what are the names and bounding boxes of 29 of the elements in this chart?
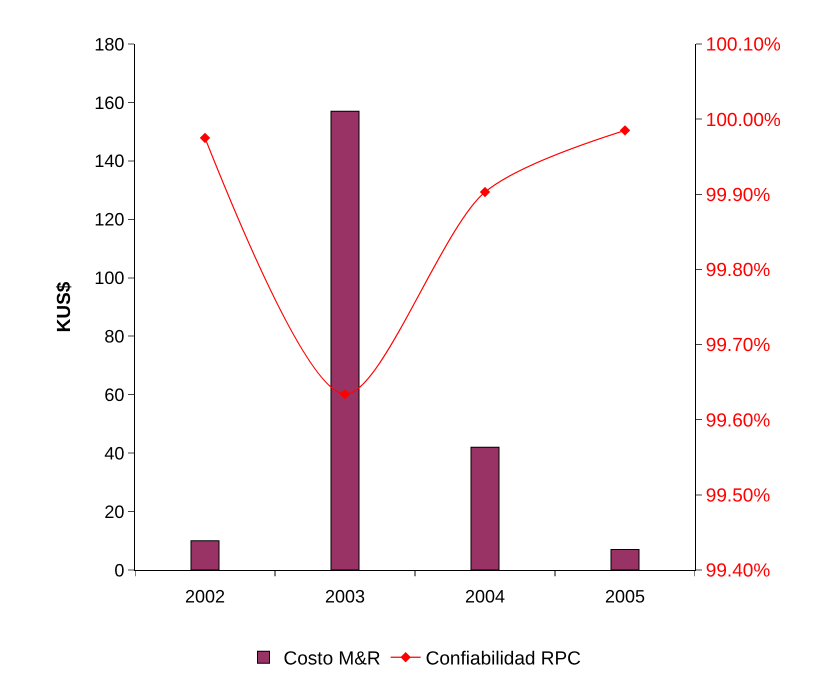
y2-tick-label: 99.40%: [706, 560, 770, 582]
x-tick-label: 2002: [184, 586, 226, 607]
y-tick-label: 40: [104, 443, 124, 464]
y2-tick-label: 99.80%: [706, 260, 770, 282]
y-tick-label: 180: [94, 34, 124, 54]
y-tick-label: 20: [104, 502, 124, 522]
y-tick-label: 100: [94, 268, 124, 288]
y-tick-label: 80: [104, 326, 124, 347]
y2-tick-label: 99.90%: [706, 184, 770, 206]
y2-tick-label: 100.10%: [706, 34, 781, 56]
point: [340, 388, 350, 400]
y2-tick-label: 100.00%: [706, 110, 781, 131]
y2-tick-label: 99.70%: [706, 335, 770, 356]
x-tick-label: 2003: [324, 586, 366, 607]
legend-label: Costo M&R: [284, 648, 381, 670]
y2-tick-label: 99.50%: [706, 486, 770, 507]
y-tick-label: 140: [94, 151, 124, 172]
y-tick-label: 60: [104, 384, 124, 405]
y-tick-label: 120: [94, 210, 124, 230]
point: [480, 186, 490, 198]
x-tick-label: 2005: [604, 586, 646, 607]
y-tick-label: 0: [114, 560, 124, 580]
y2-tick-label: 99.60%: [706, 410, 770, 432]
x-tick-label: 2004: [464, 586, 506, 607]
y-tick-label: 160: [94, 92, 124, 113]
y-axis-title: KUS$: [54, 281, 76, 332]
legend-label: Confiabilidad RPC: [426, 648, 581, 670]
point: [200, 132, 210, 144]
point: [620, 125, 630, 136]
